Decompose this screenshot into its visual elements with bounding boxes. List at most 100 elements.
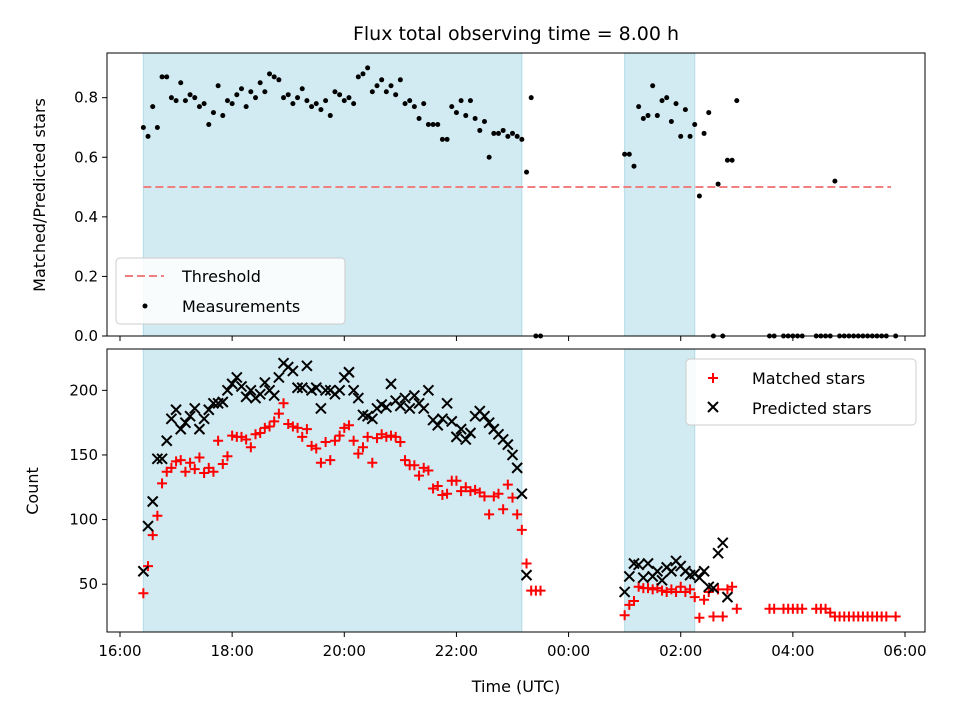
measurement-point bbox=[631, 163, 637, 169]
measurement-point bbox=[706, 110, 712, 116]
matched-point bbox=[213, 435, 224, 446]
predicted-point bbox=[651, 565, 664, 577]
matched-point bbox=[619, 610, 630, 621]
predicted-point bbox=[455, 423, 467, 435]
predicted-point bbox=[347, 384, 360, 397]
measurement-points bbox=[140, 65, 899, 339]
predicted-point bbox=[147, 495, 159, 508]
measurements-legend-label: Measurements bbox=[182, 297, 300, 316]
matched-point bbox=[633, 581, 644, 592]
matched-point bbox=[484, 509, 495, 520]
measurement-point bbox=[248, 89, 254, 95]
measurement-point bbox=[439, 136, 445, 142]
measurement-point bbox=[785, 333, 791, 339]
measurement-point bbox=[724, 157, 730, 163]
measurement-point bbox=[318, 107, 324, 113]
matched-point bbox=[208, 466, 219, 477]
matched-point bbox=[357, 442, 368, 453]
measurement-point bbox=[865, 333, 871, 339]
top-y-tick-label: 0.2 bbox=[74, 267, 98, 285]
matched-point bbox=[325, 455, 336, 466]
measurement-point bbox=[486, 154, 492, 160]
predicted-point bbox=[418, 402, 430, 415]
measurement-point bbox=[837, 333, 843, 339]
matched-point bbox=[287, 421, 298, 432]
matched-point bbox=[199, 468, 210, 479]
measurement-point bbox=[715, 181, 721, 187]
matched-point bbox=[320, 437, 331, 448]
measurement-point bbox=[299, 86, 305, 92]
measurement-point bbox=[720, 333, 726, 339]
matched-point bbox=[694, 612, 705, 623]
matched-point bbox=[250, 429, 261, 440]
measurement-point bbox=[369, 89, 375, 95]
measurement-point bbox=[879, 333, 885, 339]
x-tick-label: 18:00 bbox=[211, 642, 254, 660]
measurement-point bbox=[813, 333, 819, 339]
matched-point bbox=[498, 504, 509, 515]
matched-point bbox=[152, 510, 163, 521]
measurement-point bbox=[187, 92, 193, 98]
predicted-point bbox=[226, 378, 238, 390]
measurement-point bbox=[379, 77, 385, 83]
matched-legend-label: Matched stars bbox=[752, 369, 865, 388]
measurement-point bbox=[799, 333, 805, 339]
predicted-point bbox=[184, 410, 196, 422]
predicted-point bbox=[245, 384, 257, 397]
measurement-point bbox=[449, 104, 455, 110]
measurement-point bbox=[201, 101, 207, 107]
measurement-point bbox=[645, 113, 651, 119]
predicted-point bbox=[478, 410, 491, 422]
measurement-point bbox=[855, 333, 861, 339]
matched-point bbox=[329, 435, 340, 446]
predicted-point bbox=[179, 416, 192, 429]
predicted-point bbox=[408, 389, 421, 402]
matched-point bbox=[881, 611, 892, 622]
measurement-point bbox=[234, 92, 240, 98]
matched-point bbox=[353, 448, 364, 459]
measurement-point bbox=[692, 121, 698, 127]
measurement-point bbox=[341, 98, 347, 104]
predicted-point bbox=[333, 384, 346, 397]
measurement-point bbox=[524, 169, 530, 175]
predicted-point bbox=[632, 559, 645, 571]
matched-point bbox=[521, 558, 532, 569]
measurement-point bbox=[846, 333, 852, 339]
measurement-point bbox=[229, 101, 235, 107]
predicted-point bbox=[231, 371, 243, 384]
x-tick-label: 22:00 bbox=[435, 642, 478, 660]
matched-point bbox=[647, 584, 658, 595]
predicted-point bbox=[394, 400, 407, 412]
predicted-legend-label: Predicted stars bbox=[752, 399, 872, 418]
measurement-point bbox=[687, 133, 693, 139]
matched-point bbox=[180, 466, 191, 477]
matched-point bbox=[671, 586, 682, 597]
matched-point bbox=[166, 462, 177, 473]
predicted-point bbox=[315, 402, 327, 415]
predicted-point bbox=[656, 574, 668, 587]
matched-point bbox=[278, 398, 289, 409]
matched-point bbox=[273, 408, 284, 419]
predicted-point bbox=[221, 384, 234, 397]
matched-point bbox=[451, 475, 462, 486]
x-tick-label: 04:00 bbox=[771, 642, 814, 660]
measurement-point bbox=[178, 80, 184, 86]
matched-point bbox=[217, 459, 228, 470]
matched-point bbox=[334, 430, 345, 441]
measurement-point bbox=[883, 333, 889, 339]
measurement-point bbox=[458, 98, 464, 104]
predicted-point bbox=[254, 388, 266, 400]
x-tick-label: 06:00 bbox=[883, 642, 926, 660]
measurement-point bbox=[467, 98, 473, 104]
matched-point bbox=[311, 443, 322, 454]
matched-point bbox=[264, 421, 275, 432]
predicted-point bbox=[310, 382, 322, 394]
measurement-point bbox=[351, 101, 357, 107]
matched-point bbox=[175, 455, 186, 466]
predicted-point bbox=[296, 382, 308, 394]
predicted-point bbox=[642, 557, 654, 570]
bottom-y-tick-label: 200 bbox=[69, 381, 98, 399]
matched-point bbox=[797, 603, 808, 614]
matched-point bbox=[535, 585, 546, 596]
measurement-point bbox=[795, 333, 801, 339]
